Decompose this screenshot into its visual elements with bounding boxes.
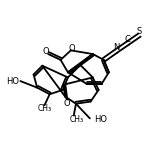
Text: O: O [69,44,76,53]
Text: HO: HO [94,115,107,124]
Text: C: C [125,35,131,44]
Text: N: N [113,43,119,52]
Text: O: O [43,47,49,56]
Text: HO: HO [6,77,19,86]
Text: O: O [64,99,71,108]
Text: CH₃: CH₃ [70,115,84,124]
Text: S: S [137,27,142,36]
Text: CH₃: CH₃ [37,104,52,113]
